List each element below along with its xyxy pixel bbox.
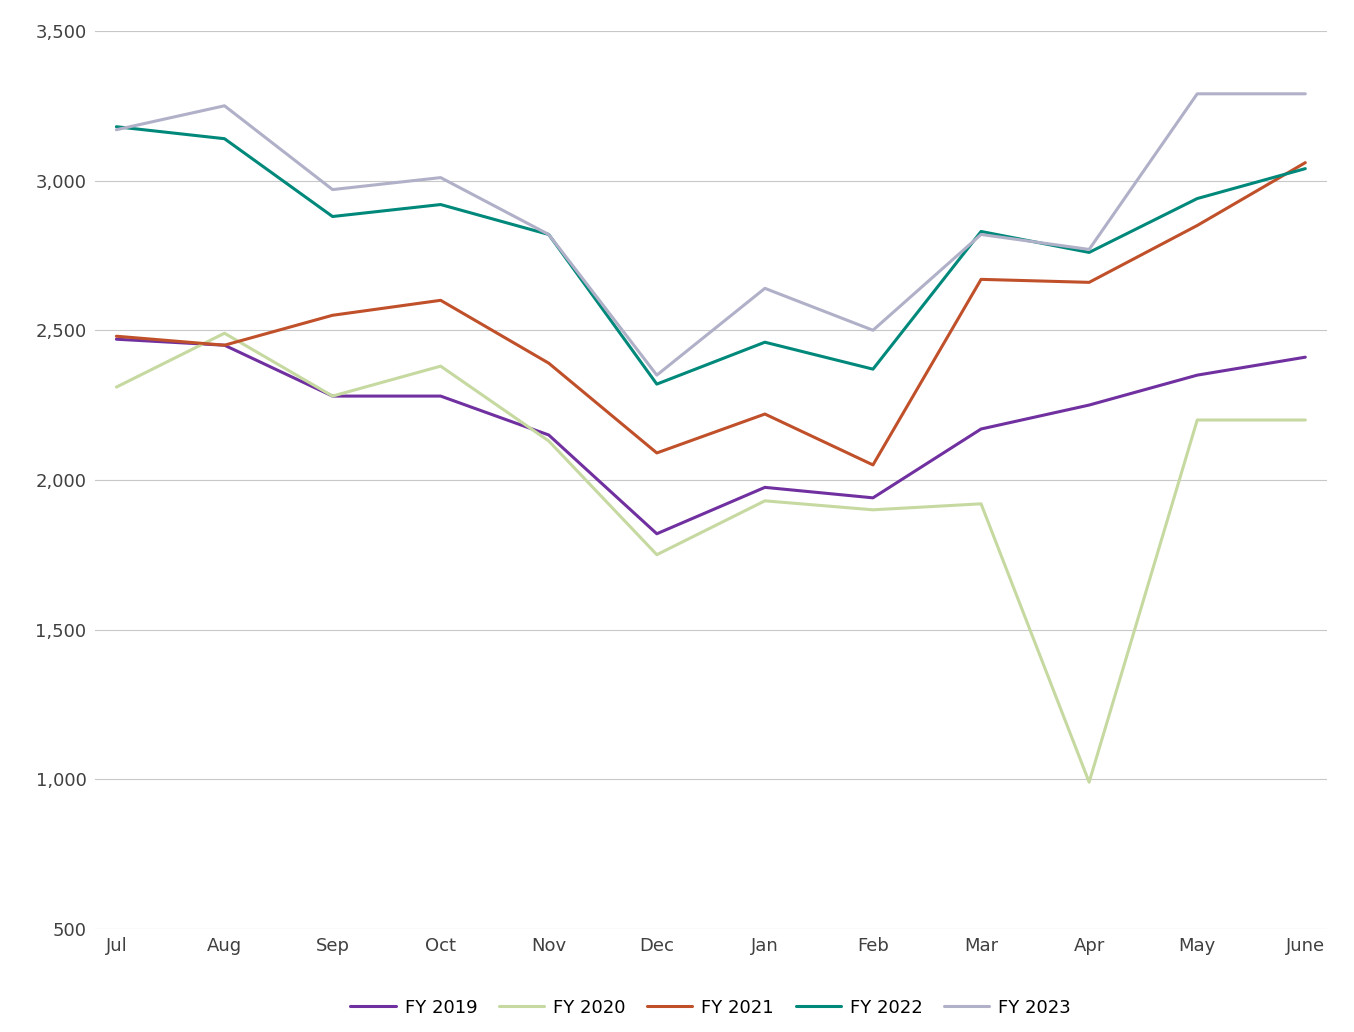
FY 2021 bbox=[325, 310, 341, 322]
FY 2023 bbox=[974, 228, 990, 240]
FY 2023 bbox=[432, 171, 448, 184]
Legend: FY 2019, FY 2020, FY 2021, FY 2022, FY 2023: FY 2019, FY 2020, FY 2021, FY 2022, FY 2… bbox=[344, 992, 1078, 1024]
FY 2021 bbox=[540, 357, 556, 369]
FY 2019 bbox=[108, 333, 125, 346]
FY 2019 bbox=[325, 390, 341, 402]
FY 2021 bbox=[108, 330, 125, 343]
FY 2023 bbox=[217, 100, 233, 112]
FY 2019 bbox=[974, 423, 990, 436]
FY 2023 bbox=[649, 369, 665, 382]
FY 2021 bbox=[1189, 220, 1205, 232]
FY 2021 bbox=[432, 294, 448, 307]
FY 2020 bbox=[1189, 414, 1205, 426]
FY 2022 bbox=[1189, 192, 1205, 204]
FY 2021 bbox=[974, 273, 990, 286]
FY 2020 bbox=[649, 549, 665, 561]
FY 2020 bbox=[540, 434, 556, 447]
FY 2019 bbox=[1297, 351, 1313, 363]
FY 2022 bbox=[974, 225, 990, 237]
FY 2020 bbox=[217, 327, 233, 340]
FY 2022 bbox=[1080, 247, 1097, 259]
FY 2023 bbox=[1080, 244, 1097, 256]
FY 2022 bbox=[432, 198, 448, 211]
FY 2019 bbox=[217, 338, 233, 351]
FY 2022 bbox=[1297, 162, 1313, 174]
FY 2020 bbox=[1080, 776, 1097, 788]
FY 2023 bbox=[108, 124, 125, 136]
FY 2023 bbox=[325, 184, 341, 196]
FY 2021 bbox=[865, 458, 881, 471]
FY 2019 bbox=[1189, 369, 1205, 382]
FY 2020 bbox=[974, 497, 990, 510]
FY 2021 bbox=[1297, 157, 1313, 169]
FY 2021 bbox=[649, 447, 665, 459]
FY 2020 bbox=[325, 390, 341, 402]
FY 2019 bbox=[757, 481, 773, 493]
FY 2022 bbox=[649, 378, 665, 390]
FY 2022 bbox=[865, 363, 881, 376]
FY 2023 bbox=[865, 324, 881, 336]
FY 2020 bbox=[865, 504, 881, 516]
FY 2022 bbox=[757, 336, 773, 349]
FY 2020 bbox=[1297, 414, 1313, 426]
FY 2022 bbox=[540, 228, 556, 240]
FY 2019 bbox=[432, 390, 448, 402]
FY 2021 bbox=[217, 338, 233, 351]
FY 2023 bbox=[1297, 88, 1313, 100]
FY 2023 bbox=[757, 282, 773, 294]
FY 2020 bbox=[757, 494, 773, 507]
FY 2019 bbox=[865, 491, 881, 504]
Line: FY 2022: FY 2022 bbox=[116, 127, 1305, 384]
FY 2021 bbox=[1080, 277, 1097, 289]
FY 2019 bbox=[649, 527, 665, 540]
FY 2020 bbox=[108, 381, 125, 393]
FY 2019 bbox=[1080, 399, 1097, 412]
FY 2022 bbox=[325, 211, 341, 223]
Line: FY 2023: FY 2023 bbox=[116, 94, 1305, 376]
Line: FY 2020: FY 2020 bbox=[116, 333, 1305, 782]
FY 2019 bbox=[540, 429, 556, 442]
FY 2022 bbox=[217, 132, 233, 144]
Line: FY 2019: FY 2019 bbox=[116, 340, 1305, 534]
FY 2023 bbox=[1189, 88, 1205, 100]
FY 2023 bbox=[540, 228, 556, 240]
FY 2022 bbox=[108, 121, 125, 133]
Line: FY 2021: FY 2021 bbox=[116, 163, 1305, 464]
FY 2020 bbox=[432, 360, 448, 373]
FY 2021 bbox=[757, 408, 773, 420]
